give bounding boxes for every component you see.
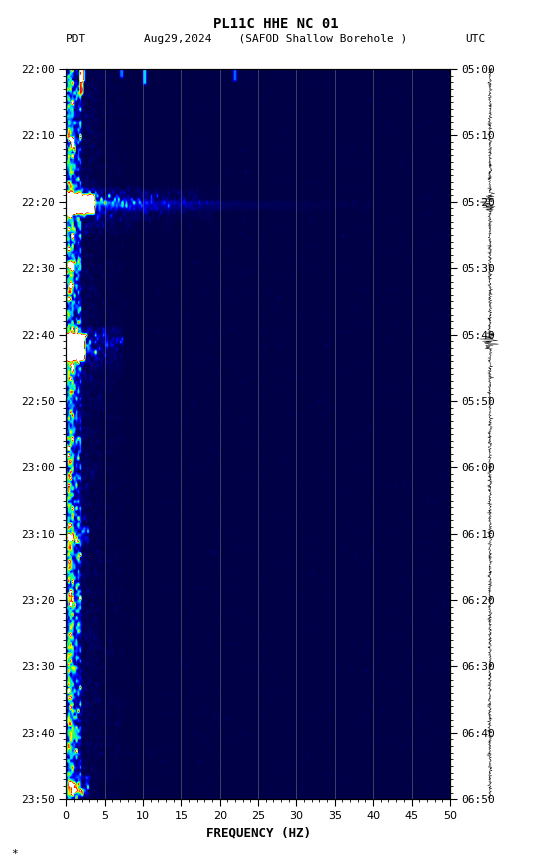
Text: PL11C HHE NC 01: PL11C HHE NC 01	[213, 17, 339, 31]
Text: UTC: UTC	[465, 34, 486, 44]
Text: *: *	[11, 849, 18, 859]
X-axis label: FREQUENCY (HZ): FREQUENCY (HZ)	[205, 827, 311, 840]
Text: PDT: PDT	[66, 34, 87, 44]
Text: Aug29,2024    (SAFOD Shallow Borehole ): Aug29,2024 (SAFOD Shallow Borehole )	[145, 34, 407, 44]
